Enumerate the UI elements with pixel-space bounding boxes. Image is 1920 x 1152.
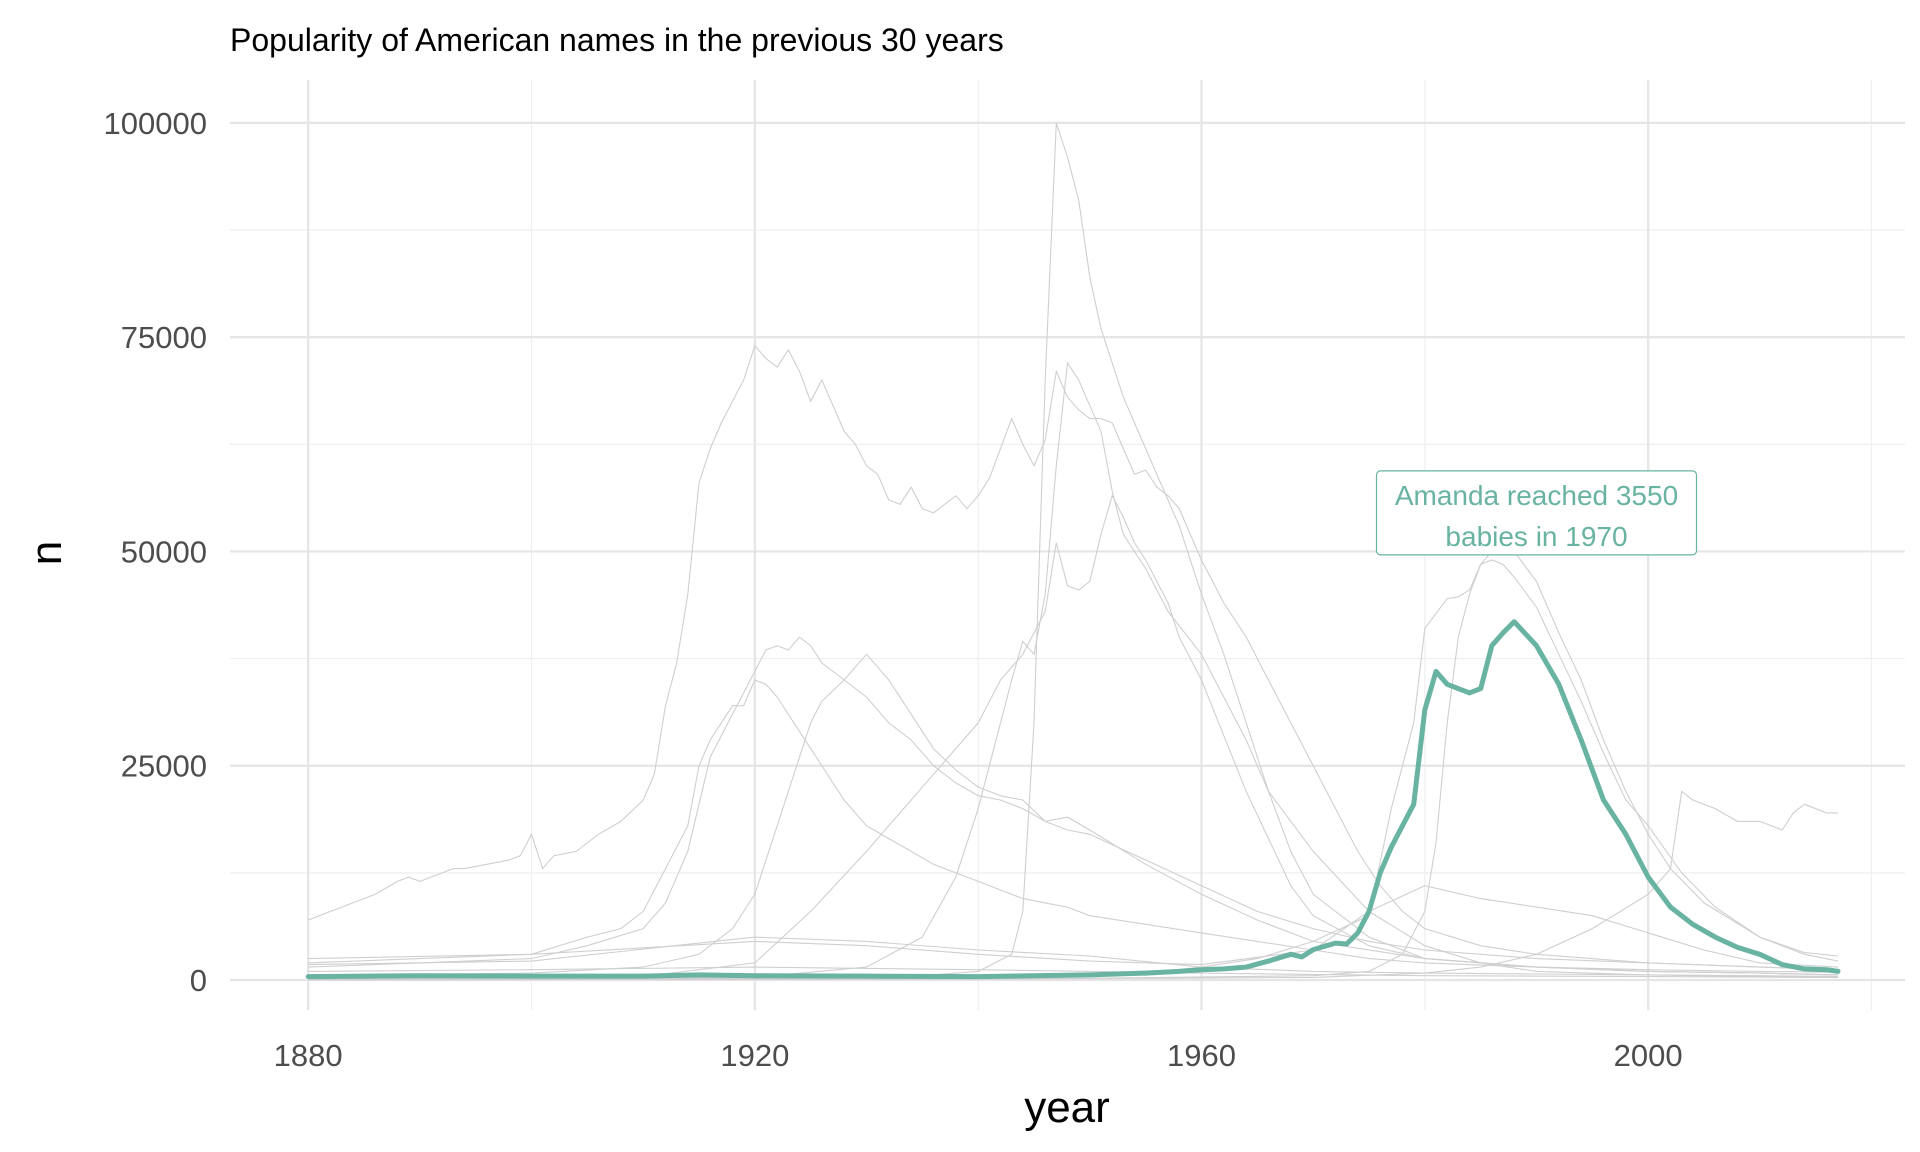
series-line-background xyxy=(308,636,1839,971)
annotation-line-2: babies in 1970 xyxy=(1445,521,1627,552)
annotation: Amanda reached 3550 babies in 1970 xyxy=(1375,470,1698,556)
y-tick-label: 50000 xyxy=(121,534,207,569)
annotation-box xyxy=(1375,470,1698,556)
x-tick-label: 1880 xyxy=(274,1038,343,1073)
series-line-background xyxy=(308,122,1839,981)
annotation-line-1: Amanda reached 3550 xyxy=(1395,480,1678,511)
x-tick-label: 2000 xyxy=(1614,1038,1683,1073)
y-axis-title: n xyxy=(22,541,71,565)
series-line-highlight xyxy=(305,619,1841,980)
series-line-background xyxy=(308,542,1839,981)
series-line-background xyxy=(308,790,1838,981)
series-line-background xyxy=(308,559,1839,980)
series-line-background xyxy=(308,361,1839,980)
series-layer xyxy=(305,122,1841,981)
series-line-background xyxy=(308,344,1839,971)
axis-ticks: 1880 1920 1960 2000 0 25000 50000 75000 100000 xyxy=(104,106,1683,1073)
y-tick-label: 0 xyxy=(190,963,207,998)
series-line-background xyxy=(308,966,1839,978)
chart-title: Popularity of American names in the prev… xyxy=(230,22,1004,58)
grid xyxy=(230,80,1905,1010)
x-axis-title: year xyxy=(1024,1083,1110,1132)
series-line-background xyxy=(308,653,1839,977)
series-line-background xyxy=(308,679,1839,973)
y-tick-label: 25000 xyxy=(121,749,207,784)
series-line-background xyxy=(308,494,1839,979)
series-line-background xyxy=(308,936,1839,978)
y-tick-label: 75000 xyxy=(121,320,207,355)
x-tick-label: 1920 xyxy=(720,1038,789,1073)
x-tick-label: 1960 xyxy=(1167,1038,1236,1073)
y-tick-label: 100000 xyxy=(104,106,207,141)
